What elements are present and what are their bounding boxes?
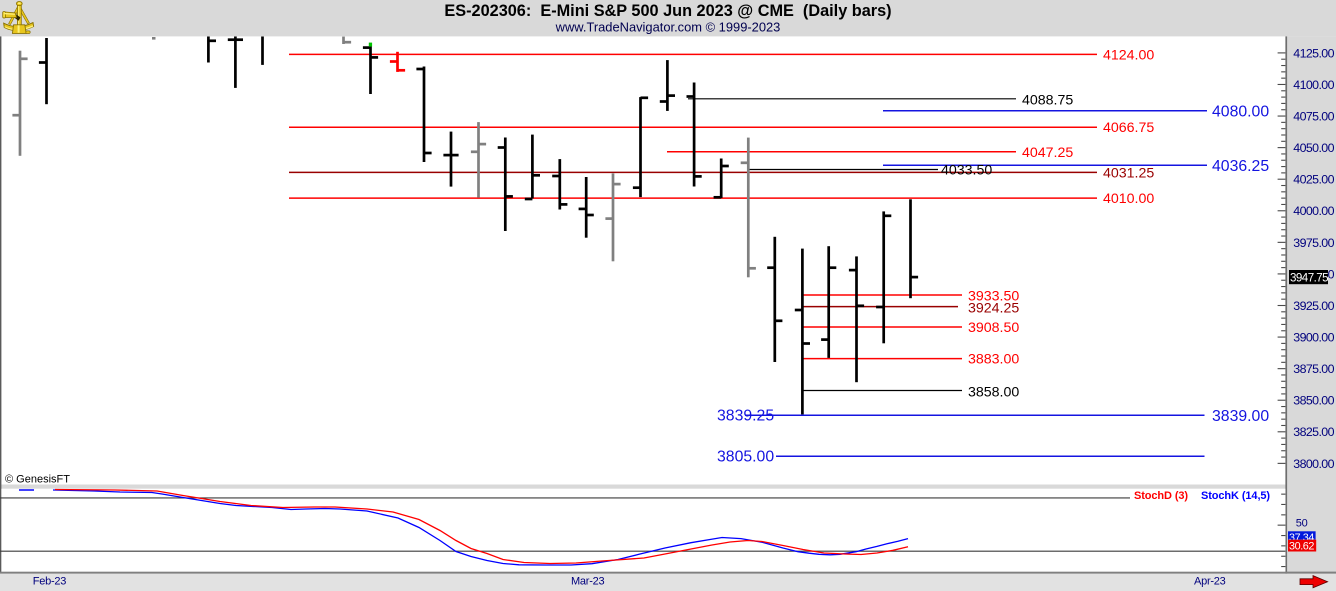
svg-text:3947.75: 3947.75 — [1290, 271, 1328, 284]
svg-text:3924.25: 3924.25 — [968, 300, 1019, 316]
svg-text:4000.00: 4000.00 — [1293, 204, 1334, 218]
svg-text:4031.25: 4031.25 — [1103, 165, 1154, 181]
svg-text:4050.00: 4050.00 — [1293, 141, 1334, 155]
svg-text:StochD (3): StochD (3) — [1134, 490, 1188, 502]
svg-text:3908.50: 3908.50 — [968, 320, 1019, 336]
svg-text:4025.00: 4025.00 — [1293, 173, 1334, 187]
svg-text:3975.00: 3975.00 — [1293, 236, 1334, 250]
svg-text:Apr-23: Apr-23 — [1194, 575, 1226, 587]
svg-text:3800.00: 3800.00 — [1293, 457, 1334, 471]
svg-text:50: 50 — [1296, 518, 1308, 530]
svg-text:© GenesisFT: © GenesisFT — [5, 473, 70, 485]
svg-text:4100.00: 4100.00 — [1293, 78, 1334, 92]
svg-text:4033.50: 4033.50 — [941, 163, 992, 179]
svg-text:StochK (14,5): StochK (14,5) — [1201, 490, 1270, 502]
svg-text:3825.00: 3825.00 — [1293, 425, 1334, 439]
svg-text:Feb-23: Feb-23 — [33, 575, 66, 587]
svg-text:4036.25: 4036.25 — [1212, 158, 1269, 175]
svg-text:3805.00: 3805.00 — [717, 449, 774, 466]
svg-text:3900.00: 3900.00 — [1293, 331, 1334, 345]
svg-text:4080.00: 4080.00 — [1212, 103, 1269, 120]
svg-text:3858.00: 3858.00 — [968, 384, 1019, 400]
svg-text:4010.00: 4010.00 — [1103, 191, 1154, 207]
svg-text:4125.00: 4125.00 — [1293, 46, 1334, 60]
svg-text:4088.75: 4088.75 — [1022, 92, 1073, 108]
svg-text:4124.00: 4124.00 — [1103, 47, 1154, 63]
svg-text:3875.00: 3875.00 — [1293, 362, 1334, 376]
svg-text:www.TradeNavigator.com © 1999-: www.TradeNavigator.com © 1999-2023 — [555, 19, 781, 34]
svg-text:30.62: 30.62 — [1289, 540, 1314, 552]
svg-text:3883.00: 3883.00 — [968, 351, 1019, 367]
svg-text:3850.00: 3850.00 — [1293, 394, 1334, 408]
svg-text:3839.00: 3839.00 — [1212, 408, 1269, 425]
svg-text:4075.00: 4075.00 — [1293, 109, 1334, 123]
svg-text:3933.50: 3933.50 — [968, 288, 1019, 304]
svg-text:Mar-23: Mar-23 — [571, 575, 604, 587]
svg-text:3925.00: 3925.00 — [1293, 299, 1334, 313]
svg-text:ES-202306: E-Mini S&P 500 Jun: ES-202306: E-Mini S&P 500 Jun 2023 @ CME… — [444, 2, 891, 20]
svg-text:3839.25: 3839.25 — [717, 408, 774, 425]
svg-text:4047.25: 4047.25 — [1022, 145, 1073, 161]
svg-text:4066.75: 4066.75 — [1103, 120, 1154, 136]
